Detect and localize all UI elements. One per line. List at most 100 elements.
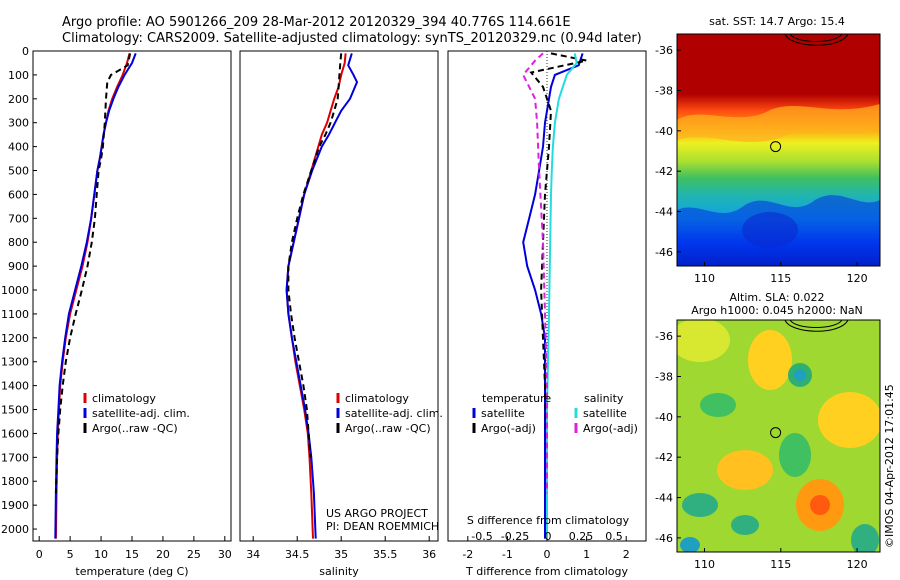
map-y-tick-label: -44 <box>655 492 673 505</box>
depth-tick-label: 0 <box>22 45 29 58</box>
map-y-tick-label: -40 <box>655 411 673 424</box>
x-tick-label: 34.5 <box>285 548 310 561</box>
depth-tick-label: 300 <box>8 117 29 130</box>
salinity-x-label: salinity <box>319 565 359 578</box>
map-y-tick-label: -36 <box>655 44 673 57</box>
legend-label: satellite-adj. clim. <box>345 407 443 420</box>
map-x-tick-label: 120 <box>847 272 868 285</box>
difference-series <box>522 52 587 539</box>
x-tick-label: 5 <box>67 548 74 561</box>
depth-tick-label: 800 <box>8 236 29 249</box>
pi-annotation: PI: DEAN ROEMMICH <box>326 520 439 533</box>
project-annotation: US ARGO PROJECT <box>326 507 428 520</box>
x-tick-label: 0 <box>544 548 551 561</box>
salinity-x-ticks: 34 34.5 35 35.5 36 <box>246 536 436 561</box>
depth-tick-label: 1900 <box>1 499 29 512</box>
depth-tick-label: 1100 <box>1 308 29 321</box>
sla-low <box>851 524 879 552</box>
series-line-satellite-adj-clim- <box>54 53 137 539</box>
sla-map-frame <box>676 319 881 553</box>
legend-label: climatology <box>345 392 409 405</box>
depth-tick-label: 1800 <box>1 475 29 488</box>
series-line-temperature-argo-adj- <box>529 52 587 494</box>
sla-patch <box>717 450 773 490</box>
depth-tick-label: 400 <box>8 141 29 154</box>
depth-tick-label: 1000 <box>1 284 29 297</box>
sla-patch <box>748 330 792 390</box>
difference-legend: temperature satellite Argo(-adj) salinity sa… <box>472 392 638 435</box>
x-tick-label: 34 <box>246 548 260 561</box>
series-line-salinity-argo-adj- <box>522 52 548 494</box>
sla-patch <box>810 495 830 515</box>
sst-coast-contour-2 <box>789 34 843 42</box>
series-line-satellite-adj-clim- <box>285 53 359 539</box>
difference-x-ticks: -2 -1 0 1 2 <box>462 536 630 561</box>
sst-map-panel: sat. SST: 14.7 Argo: 15.4 110 115 120 -36 -3… <box>655 15 881 285</box>
s-tick-label: 0.25 <box>569 530 594 543</box>
depth-tick-label: 100 <box>8 69 29 82</box>
sst-map-ticks: 110 115 120 -36 -38 -40 -42 -44 -46 <box>655 44 868 285</box>
t-difference-label: T difference from climatology <box>465 565 628 578</box>
map-x-tick-label: 110 <box>694 558 715 571</box>
x-tick-label: 25 <box>187 548 201 561</box>
temperature-panel: 0100200300400500600700800900100011001200… <box>1 45 232 578</box>
legend-label: satellite <box>481 407 525 420</box>
map-y-tick-label: -36 <box>655 330 673 343</box>
sla-low <box>779 433 811 477</box>
imos-caption: ©IMOS 04-Apr-2012 17:01:45 <box>883 384 896 548</box>
salinity-axes-frame <box>239 50 439 542</box>
map-y-tick-label: -46 <box>655 532 673 545</box>
sla-coast-contour-2 <box>789 320 843 328</box>
sla-coast-contour <box>784 320 849 332</box>
depth-tick-label: 600 <box>8 188 29 201</box>
depth-tick-label: 1200 <box>1 332 29 345</box>
sla-low <box>700 393 736 417</box>
sla-low <box>680 537 700 552</box>
map-x-tick-label: 115 <box>770 272 791 285</box>
map-x-tick-label: 120 <box>847 558 868 571</box>
legend-label: satellite-adj. clim. <box>92 407 190 420</box>
sla-low <box>731 515 759 535</box>
depth-tick-label: 1400 <box>1 380 29 393</box>
s-difference-label: S difference from climatology <box>467 514 630 527</box>
map-y-tick-label: -38 <box>655 84 673 97</box>
figure-title-line2: Climatology: CARS2009. Satellite-adjuste… <box>62 31 642 46</box>
x-tick-label: 20 <box>156 548 170 561</box>
sst-cold-eddy <box>742 212 798 248</box>
map-y-tick-label: -38 <box>655 370 673 383</box>
sst-map-frame <box>676 33 881 267</box>
s-tick-label: -0.25 <box>501 530 529 543</box>
map-x-tick-label: 110 <box>694 272 715 285</box>
depth-tick-label: 1500 <box>1 404 29 417</box>
series-line-salinity-satellite <box>546 53 578 539</box>
temperature-x-ticks: 0 5 10 15 20 25 30 <box>36 536 232 561</box>
map-y-tick-label: -42 <box>655 451 673 464</box>
depth-axis-ticks: 0 100 200 300 400 500 600 700 800 900 1000 1100 1200… <box>1 45 37 536</box>
x-tick-label: 2 <box>623 548 630 561</box>
x-tick-label: 36 <box>422 548 436 561</box>
x-tick-label: -1 <box>502 548 513 561</box>
depth-tick-label: 1700 <box>1 451 29 464</box>
argo-float-marker <box>770 427 782 439</box>
x-tick-label: 35.5 <box>373 548 398 561</box>
figure-title-line1: Argo profile: AO 5901266_209 28-Mar-2012… <box>62 15 571 30</box>
depth-tick-label: 1600 <box>1 427 29 440</box>
legend-group-header: salinity <box>584 392 624 405</box>
x-tick-label: 35 <box>334 548 348 561</box>
legend-label: Argo(..raw -QC) <box>345 422 431 435</box>
map-y-tick-label: -40 <box>655 125 673 138</box>
x-tick-label: 15 <box>125 548 139 561</box>
depth-tick-label: 1300 <box>1 356 29 369</box>
s-difference-ticks: -0.5 -0.25 0 0.25 0.5 <box>471 530 622 543</box>
difference-panel: -2 -1 0 1 2 S difference from climatology -0… <box>447 50 647 578</box>
x-tick-label: 30 <box>218 548 232 561</box>
s-tick-label: 0.5 <box>605 530 623 543</box>
sla-map-panel: Altim. SLA: 0.022 Argo h1000: 0.045 h200… <box>655 291 881 571</box>
sla-patch <box>677 320 730 362</box>
sst-coast-contour <box>784 34 849 46</box>
sla-low <box>794 369 806 381</box>
legend-label: Argo(-adj) <box>481 422 536 435</box>
legend-label: Argo(-adj) <box>583 422 638 435</box>
legend-label: climatology <box>92 392 156 405</box>
